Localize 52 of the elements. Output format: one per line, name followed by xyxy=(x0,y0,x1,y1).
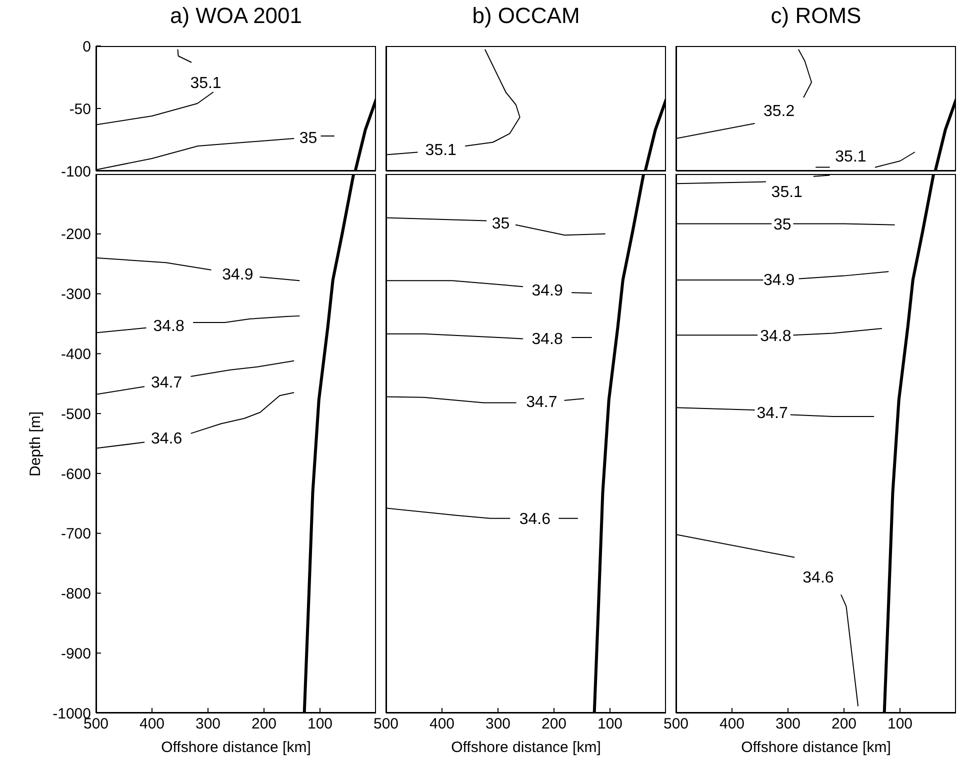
series-label: 35.2 xyxy=(763,103,795,120)
x-tick-label: 500 xyxy=(373,716,399,733)
series-label: 35.1 xyxy=(425,142,457,159)
x-tick-label: 100 xyxy=(887,716,913,733)
y-tick-label: -900 xyxy=(60,645,91,662)
series-label: 35 xyxy=(492,215,510,232)
x-axis-title: Offshore distance [km] xyxy=(740,739,892,757)
series-label: 34.8 xyxy=(532,330,563,348)
y-tick-label: -500 xyxy=(60,406,91,423)
chart-title: c) ROMS xyxy=(770,3,862,29)
series-label: 35.1 xyxy=(835,148,866,166)
y-tick-label: -100 xyxy=(60,163,91,180)
series-label: 34.9 xyxy=(222,266,254,284)
x-tick-label: 300 xyxy=(195,716,221,733)
series-label: 34.8 xyxy=(153,318,184,335)
series-label: 34.9 xyxy=(763,272,795,290)
x-axis-title: Offshore distance [km] xyxy=(160,739,312,757)
x-tick-label: 400 xyxy=(429,716,455,733)
y-axis-title: Depth [m] xyxy=(27,410,45,478)
series-label: 34.8 xyxy=(760,328,792,345)
chart-title: a) WOA 2001 xyxy=(168,3,304,29)
series-label: 35.1 xyxy=(771,184,803,201)
x-tick-label: 100 xyxy=(307,716,333,733)
series-label: 34.7 xyxy=(526,394,558,412)
x-tick-label: 500 xyxy=(663,716,689,733)
x-axis-title: Offshore distance [km] xyxy=(450,739,602,757)
series-label: 34.9 xyxy=(532,282,563,300)
x-tick-label: 200 xyxy=(251,716,277,733)
x-tick-label: 300 xyxy=(775,716,801,733)
series-label: 34.7 xyxy=(756,405,788,422)
y-tick-label: -400 xyxy=(60,346,91,363)
x-tick-label: 300 xyxy=(485,716,511,733)
y-tick-label: 0 xyxy=(82,38,91,56)
y-tick-label: -800 xyxy=(60,586,91,603)
chart-title: b) OCCAM xyxy=(471,3,581,29)
y-tick-label: -700 xyxy=(60,526,91,543)
series-label: 34.7 xyxy=(150,374,182,392)
x-tick-label: 100 xyxy=(597,716,623,733)
x-tick-label: 200 xyxy=(831,716,857,733)
x-tick-label: 200 xyxy=(541,716,567,733)
x-tick-label: 400 xyxy=(719,716,745,733)
y-tick-label: -50 xyxy=(69,100,91,118)
x-tick-label: 400 xyxy=(139,716,165,733)
series-label: 34.6 xyxy=(519,511,551,528)
series-label: 35 xyxy=(774,216,792,234)
series-label: 34.6 xyxy=(802,569,834,586)
y-tick-label: -200 xyxy=(60,226,91,244)
y-tick-label: -600 xyxy=(60,466,91,483)
y-tick-label: -300 xyxy=(60,286,91,304)
series-label: 34.6 xyxy=(150,430,182,448)
series-label: 35 xyxy=(299,130,318,147)
series-label: 35.1 xyxy=(190,74,222,92)
